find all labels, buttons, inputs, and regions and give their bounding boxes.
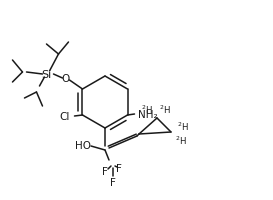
Text: F: F	[110, 177, 116, 187]
Text: O: O	[61, 74, 70, 84]
Text: $^2$H: $^2$H	[177, 120, 189, 133]
Text: HO: HO	[75, 140, 91, 150]
Text: $^2$H: $^2$H	[159, 103, 171, 116]
Text: $^2$H: $^2$H	[175, 134, 187, 146]
Text: NH₂: NH₂	[138, 109, 157, 119]
Text: Cl: Cl	[59, 111, 70, 121]
Text: F: F	[116, 163, 122, 173]
Text: $^2$H: $^2$H	[141, 103, 153, 116]
Text: Si: Si	[41, 70, 52, 80]
Text: F: F	[102, 166, 108, 176]
